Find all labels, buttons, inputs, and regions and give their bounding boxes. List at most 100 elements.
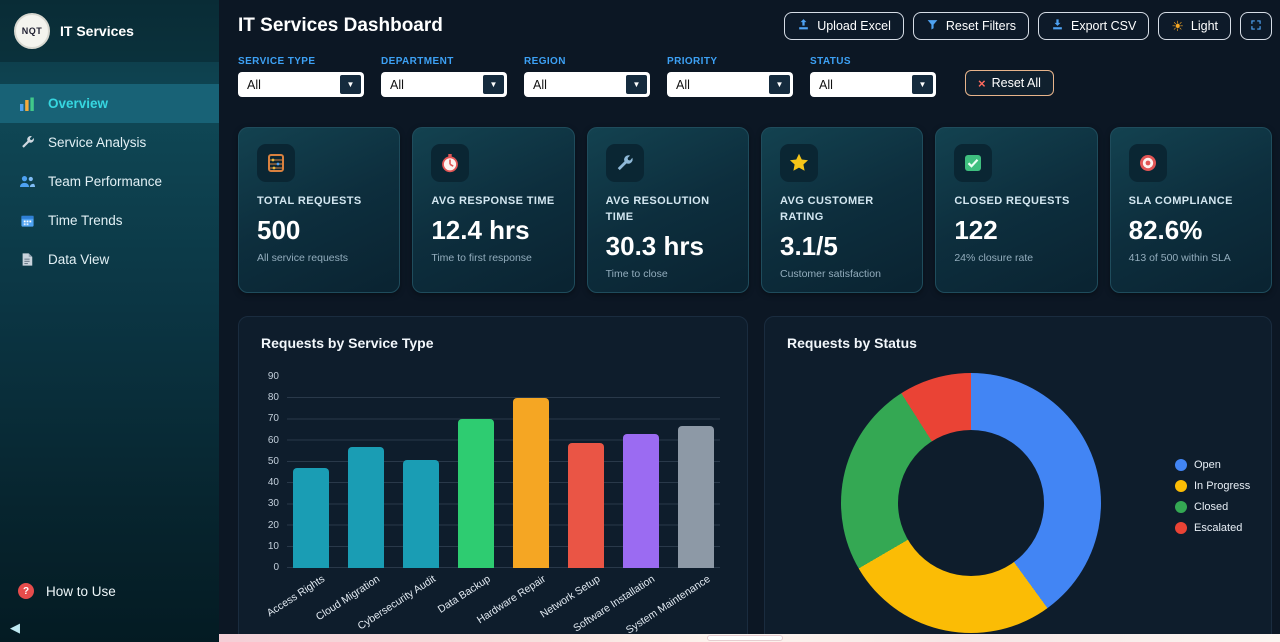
- export-csv-button[interactable]: Export CSV: [1038, 12, 1150, 40]
- legend-dot: [1175, 501, 1187, 513]
- legend-item-open[interactable]: Open: [1175, 459, 1250, 471]
- sidebar-item-data-view[interactable]: Data View: [0, 240, 219, 279]
- sidebar-item-label: Overview: [48, 96, 109, 111]
- bar-system-maintenance[interactable]: [678, 425, 714, 568]
- sidebar-item-time-trends[interactable]: Time Trends: [0, 201, 219, 240]
- abacus-icon: [257, 144, 295, 182]
- priority-select[interactable]: All ▼: [667, 72, 793, 97]
- theme-toggle-button[interactable]: ☀ Light: [1158, 12, 1231, 40]
- kpi-label: AVG RESOLUTION TIME: [605, 195, 710, 223]
- charts-row: Requests by Service Type 90 80 70 60 50 40 30 2…: [238, 316, 1272, 642]
- select-value: All: [390, 77, 404, 92]
- status-select[interactable]: All ▼: [810, 72, 936, 97]
- scrollbar-thumb[interactable]: [707, 635, 784, 641]
- legend-dot: [1175, 459, 1187, 471]
- kpi-subtext: Customer satisfaction: [779, 267, 881, 280]
- sidebar-item-service-analysis[interactable]: Service Analysis: [0, 123, 219, 162]
- x-tick-label: Data Backup: [435, 573, 493, 616]
- wrench-icon: [18, 135, 36, 150]
- horizontal-scrollbar[interactable]: [219, 634, 1280, 642]
- fullscreen-icon: [1249, 18, 1263, 35]
- chevron-down-icon: ▼: [340, 75, 361, 94]
- kpi-value: 500: [257, 214, 301, 245]
- bar-y-axis: 90 80 70 60 50 40 30 20 10 0: [267, 371, 279, 573]
- download-icon: [1051, 18, 1064, 34]
- donut-hole: [898, 430, 1044, 576]
- bar-data-backup[interactable]: [458, 419, 494, 568]
- filter-department: DEPARTMENT All ▼: [381, 56, 507, 97]
- theme-toggle-label: Light: [1190, 19, 1218, 33]
- bar-chart[interactable]: 90 80 70 60 50 40 30 20 10 0 Access Rights Cloud M…: [261, 371, 725, 637]
- kpi-value: 122: [954, 214, 998, 245]
- legend-item-escalated[interactable]: Escalated: [1175, 522, 1250, 534]
- calendar-icon: [18, 213, 36, 228]
- export-csv-label: Export CSV: [1071, 19, 1137, 33]
- upload-icon: [797, 18, 810, 34]
- donut-ring[interactable]: [841, 373, 1101, 633]
- upload-excel-button[interactable]: Upload Excel: [784, 12, 904, 40]
- bar-hardware-repair[interactable]: [513, 398, 549, 568]
- select-value: All: [533, 77, 547, 92]
- filter-status: STATUS All ▼: [810, 56, 936, 97]
- reset-filters-label: Reset Filters: [945, 19, 1017, 33]
- sidebar-nav: Overview Service Analysis Team Performan…: [0, 84, 219, 279]
- filter-priority: PRIORITY All ▼: [667, 56, 793, 97]
- select-value: All: [247, 77, 261, 92]
- bar-cloud-migration[interactable]: [348, 447, 384, 568]
- kpi-sla-compliance: SLA COMPLIANCE 82.6% 413 of 500 within S…: [1109, 127, 1272, 293]
- bar-software-installation[interactable]: [623, 434, 659, 568]
- how-to-use-button[interactable]: ? How to Use: [0, 574, 219, 608]
- legend-item-closed[interactable]: Closed: [1175, 501, 1250, 513]
- sidebar-item-team-performance[interactable]: Team Performance: [0, 162, 219, 201]
- sidebar-item-label: Service Analysis: [48, 135, 147, 150]
- legend-label: Open: [1194, 459, 1221, 471]
- sidebar-footer: ? How to Use: [0, 574, 219, 608]
- chevron-down-icon: ▼: [769, 75, 790, 94]
- bar-network-setup[interactable]: [568, 442, 604, 568]
- reset-all-button[interactable]: × Reset All: [965, 70, 1054, 96]
- stopwatch-icon: [431, 144, 470, 182]
- how-to-use-label: How to Use: [46, 583, 116, 599]
- donut-chart-title: Requests by Status: [787, 335, 917, 351]
- sidebar-item-label: Team Performance: [48, 174, 163, 189]
- reset-all-label: Reset All: [991, 76, 1041, 90]
- close-icon: ×: [978, 75, 986, 91]
- sidebar-item-label: Data View: [48, 252, 110, 267]
- region-select[interactable]: All ▼: [524, 72, 650, 97]
- kpi-row: TOTAL REQUESTS 500 All service requests …: [238, 127, 1272, 293]
- bar-chart-title: Requests by Service Type: [261, 335, 434, 351]
- x-tick-label: Access Rights: [265, 573, 328, 620]
- filter-service-type: SERVICE TYPE All ▼: [238, 56, 364, 97]
- legend-item-in-progress[interactable]: In Progress: [1175, 480, 1250, 492]
- reset-filters-button[interactable]: Reset Filters: [912, 12, 1030, 40]
- bar-plot-wrap: Access Rights Cloud Migration Cybersecurit…: [265, 377, 720, 637]
- sidebar-collapse-icon[interactable]: ◀: [10, 620, 20, 635]
- bar-access-rights[interactable]: [293, 468, 329, 568]
- filter-region: REGION All ▼: [524, 56, 650, 97]
- donut-legend: Open In Progress Closed Escalated: [1175, 459, 1250, 534]
- donut-chart-card: Requests by Status Open In Progress: [764, 316, 1272, 642]
- x-tick-label: System Maintenance: [623, 573, 713, 637]
- kpi-subtext: All service requests: [257, 251, 349, 264]
- sidebar-header: NQT IT Services: [0, 0, 219, 62]
- legend-dot: [1175, 480, 1187, 492]
- kpi-avg-response-time: AVG RESPONSE TIME 12.4 hrs Time to first…: [412, 127, 575, 293]
- kpi-value: 12.4 hrs: [431, 214, 530, 245]
- page-title: IT Services Dashboard: [238, 15, 443, 36]
- sidebar: NQT IT Services Overview Service Analysi…: [0, 0, 219, 642]
- sidebar-item-overview[interactable]: Overview: [0, 84, 219, 123]
- document-icon: [18, 252, 36, 267]
- service-type-select[interactable]: All ▼: [238, 72, 364, 97]
- bar-plot[interactable]: [287, 377, 720, 568]
- bar-cybersecurity-audit[interactable]: [403, 459, 439, 568]
- kpi-label: AVG RESPONSE TIME: [431, 195, 555, 207]
- bar-x-labels: Access Rights Cloud Migration Cybersecurit…: [265, 568, 720, 637]
- kpi-avg-customer-rating: AVG CUSTOMER RATING 3.1/5 Customer satis…: [760, 127, 924, 293]
- fullscreen-button[interactable]: [1240, 12, 1272, 40]
- main-content: IT Services Dashboard Upload Excel Reset…: [219, 0, 1280, 642]
- logo-text: NQT: [21, 26, 43, 36]
- sun-icon: ☀: [1171, 17, 1184, 34]
- department-select[interactable]: All ▼: [381, 72, 507, 97]
- chevron-down-icon: ▼: [626, 75, 647, 94]
